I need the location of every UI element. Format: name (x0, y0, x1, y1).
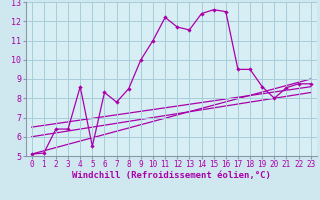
X-axis label: Windchill (Refroidissement éolien,°C): Windchill (Refroidissement éolien,°C) (72, 171, 271, 180)
